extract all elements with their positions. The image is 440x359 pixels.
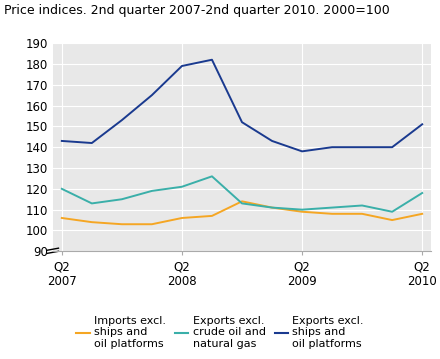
Legend: Imports excl.
ships and
oil platforms, Exports excl.
crude oil and
natural gas, : Imports excl. ships and oil platforms, E… [72,311,368,354]
Text: Price indices. 2nd quarter 2007-2nd quarter 2010. 2000=100: Price indices. 2nd quarter 2007-2nd quar… [4,4,390,17]
